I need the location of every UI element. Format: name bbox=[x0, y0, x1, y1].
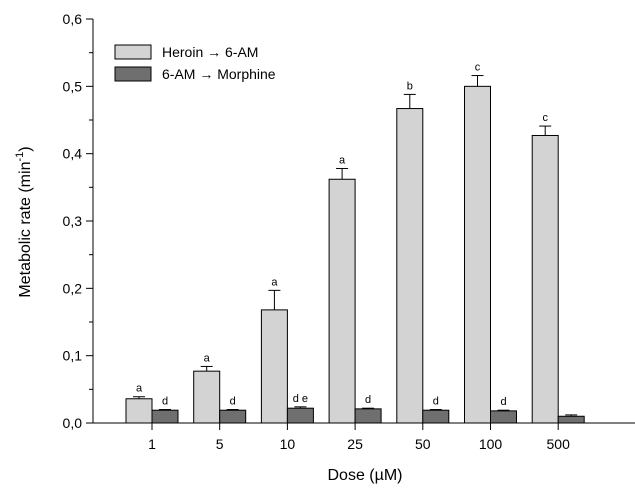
x-tick-label: 50 bbox=[415, 436, 431, 452]
y-tick-label: 0,6 bbox=[63, 11, 83, 27]
bar-morphine bbox=[286, 407, 314, 424]
bar-heroin bbox=[328, 178, 356, 424]
x-tick-label: 100 bbox=[479, 436, 503, 452]
significance-label: a bbox=[136, 383, 143, 395]
significance-label: d bbox=[162, 396, 168, 408]
x-tick-label: 5 bbox=[216, 436, 224, 452]
bar-heroin bbox=[193, 370, 221, 424]
x-tick-label: 25 bbox=[347, 436, 363, 452]
y-tick-label: 0,0 bbox=[63, 415, 83, 431]
bar-heroin bbox=[125, 398, 153, 424]
significance-label: b bbox=[407, 80, 413, 92]
y-tick-label: 0,3 bbox=[63, 213, 83, 229]
y-axis-label-superscript: -1 bbox=[14, 152, 26, 162]
y-axis-label-text: Metabolic rate (min bbox=[17, 162, 34, 298]
significance-label: a bbox=[271, 276, 278, 288]
bar-morphine bbox=[354, 408, 382, 424]
y-axis-label: Metabolic rate (min-1) bbox=[14, 146, 34, 297]
y-tick-label: 0,5 bbox=[63, 78, 83, 94]
legend-swatch bbox=[114, 44, 152, 60]
bar-morphine bbox=[557, 415, 585, 424]
y-axis-label-close: ) bbox=[17, 146, 34, 151]
bar-heroin bbox=[464, 85, 491, 424]
bar-heroin bbox=[396, 108, 424, 424]
significance-label: c bbox=[475, 62, 481, 74]
x-axis-label: Dose (µM) bbox=[328, 467, 403, 484]
significance-label: d e bbox=[293, 393, 308, 405]
chart-bars: a d a d a d e a d b d c d c bbox=[125, 62, 585, 424]
legend-label: 6-AM → Morphine bbox=[162, 66, 276, 82]
significance-label: d bbox=[365, 394, 371, 406]
legend-label: Heroin → 6-AM bbox=[162, 44, 258, 60]
x-tick-label: 10 bbox=[280, 436, 296, 452]
x-tick-label: 1 bbox=[148, 436, 156, 452]
bar-heroin bbox=[260, 309, 288, 424]
chart-legend: Heroin → 6-AM 6-AM → Morphine bbox=[114, 44, 276, 82]
y-tick-label: 0,2 bbox=[63, 280, 83, 296]
significance-label: a bbox=[339, 154, 346, 166]
significance-label: d bbox=[500, 396, 506, 408]
chart-axes: 0,0 0,1 0,2 0,3 0,4 0,5 0,6 1 5 10 25 50 100 500 bbox=[63, 11, 635, 452]
bar-morphine bbox=[490, 410, 517, 424]
legend-swatch bbox=[114, 66, 152, 82]
y-tick-label: 0,4 bbox=[63, 146, 83, 162]
y-tick-label: 0,1 bbox=[63, 348, 83, 364]
bar-heroin bbox=[531, 134, 559, 424]
x-tick-label: 500 bbox=[547, 436, 571, 452]
significance-label: c bbox=[542, 112, 548, 124]
bar-morphine bbox=[422, 409, 450, 424]
bar-morphine bbox=[219, 409, 247, 424]
significance-label: d bbox=[433, 396, 439, 408]
bar-morphine bbox=[151, 409, 179, 424]
significance-label: d bbox=[230, 396, 236, 408]
significance-label: a bbox=[204, 352, 211, 364]
